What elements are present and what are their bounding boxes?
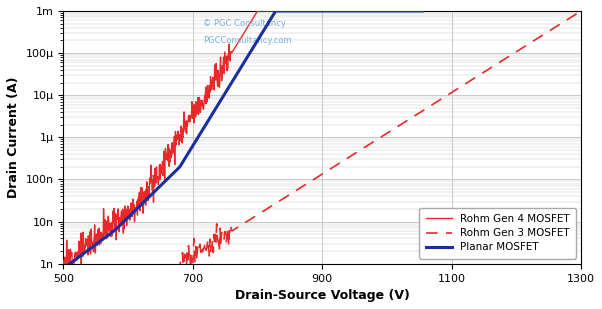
Rohm Gen 4 MOSFET bbox=[254, 9, 261, 13]
Rohm Gen 3 MOSFET bbox=[248, 217, 255, 220]
Y-axis label: Drain Current (A): Drain Current (A) bbox=[7, 77, 20, 198]
Planar MOSFET bbox=[66, 262, 73, 266]
Planar MOSFET bbox=[385, 9, 392, 13]
Legend: Rohm Gen 4 MOSFET, Rohm Gen 3 MOSFET, Planar MOSFET: Rohm Gen 4 MOSFET, Rohm Gen 3 MOSFET, Pl… bbox=[420, 208, 576, 259]
Rohm Gen 4 MOSFET bbox=[317, 9, 324, 13]
Rohm Gen 4 MOSFET bbox=[78, 245, 85, 249]
Planar MOSFET bbox=[272, 9, 279, 13]
Rohm Gen 4 MOSFET bbox=[61, 273, 68, 277]
Rohm Gen 4 MOSFET bbox=[287, 9, 294, 13]
Planar MOSFET bbox=[299, 9, 306, 13]
Rohm Gen 3 MOSFET bbox=[479, 71, 486, 75]
Rohm Gen 4 MOSFET bbox=[60, 258, 67, 262]
Rohm Gen 3 MOSFET bbox=[577, 9, 585, 13]
Rohm Gen 3 MOSFET bbox=[414, 112, 421, 116]
Rohm Gen 4 MOSFET bbox=[358, 9, 365, 13]
Rohm Gen 4 MOSFET bbox=[233, 43, 240, 47]
Rohm Gen 3 MOSFET bbox=[176, 272, 184, 275]
Planar MOSFET bbox=[341, 9, 349, 13]
Line: Planar MOSFET: Planar MOSFET bbox=[70, 11, 423, 264]
Planar MOSFET bbox=[178, 163, 185, 166]
Rohm Gen 3 MOSFET bbox=[180, 275, 187, 278]
Rohm Gen 4 MOSFET bbox=[250, 16, 257, 19]
Line: Rohm Gen 3 MOSFET: Rohm Gen 3 MOSFET bbox=[180, 11, 581, 277]
Planar MOSFET bbox=[419, 9, 426, 13]
Line: Rohm Gen 4 MOSFET: Rohm Gen 4 MOSFET bbox=[63, 11, 361, 275]
Rohm Gen 3 MOSFET bbox=[358, 147, 365, 151]
Text: PGCConsultancy.com: PGCConsultancy.com bbox=[203, 36, 292, 45]
Rohm Gen 3 MOSFET bbox=[445, 93, 452, 96]
Rohm Gen 3 MOSFET bbox=[280, 197, 287, 200]
X-axis label: Drain-Source Voltage (V): Drain-Source Voltage (V) bbox=[235, 289, 409, 302]
Planar MOSFET bbox=[166, 176, 173, 179]
Rohm Gen 4 MOSFET bbox=[241, 30, 248, 34]
Text: © PGC Consultancy: © PGC Consultancy bbox=[203, 19, 286, 28]
Planar MOSFET bbox=[152, 188, 160, 192]
